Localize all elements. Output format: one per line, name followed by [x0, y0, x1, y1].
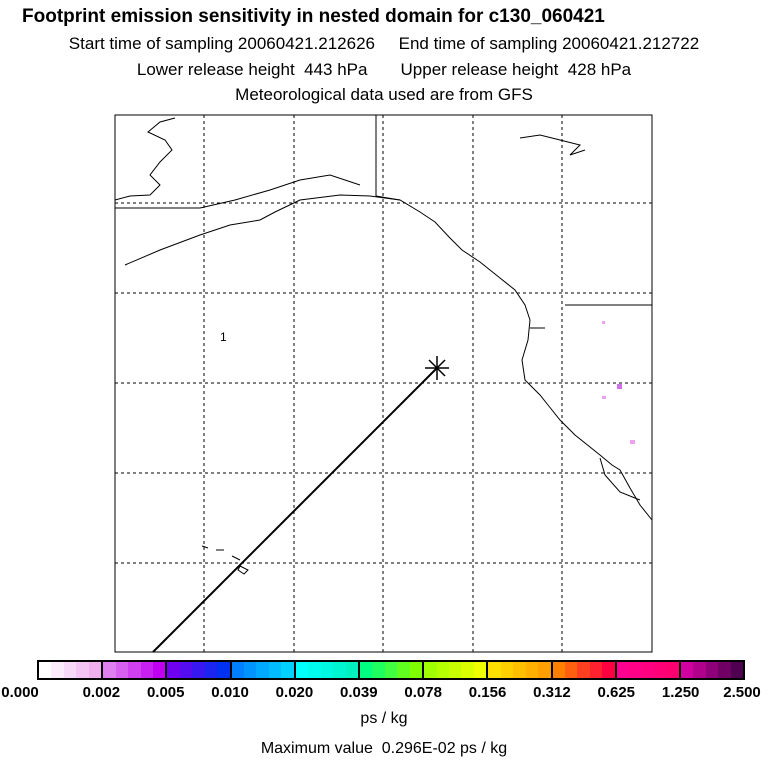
colorbar-shade: [152, 662, 166, 678]
sampling-times: Start time of sampling 20060421.212626 E…: [68, 34, 700, 53]
colorbar-shade: [231, 662, 244, 678]
colorbar-shade: [217, 662, 230, 678]
colorbar: [37, 660, 745, 680]
colorbar-shade: [488, 662, 501, 678]
colorbar-tick-label: 0.312: [533, 684, 571, 701]
colorbar-segment: [488, 662, 553, 678]
colorbar-segment: [295, 662, 360, 678]
plot-title: Footprint emission sensitivity in nested…: [22, 6, 605, 27]
colorbar-shade: [295, 662, 309, 678]
colorbar-shade: [281, 662, 294, 678]
colorbar-tick-label: 0.002: [82, 684, 121, 701]
colorbar-shade: [436, 662, 449, 678]
colorbar-segment: [616, 662, 681, 678]
colorbar-shade: [39, 662, 52, 678]
colorbar-segment: [39, 662, 104, 678]
colorbar-shade: [525, 662, 539, 678]
colorbar-shade: [333, 662, 346, 678]
colorbar-shade: [538, 662, 551, 678]
colorbar-shade: [693, 662, 706, 678]
colorbar-shade: [372, 662, 385, 678]
colorbar-shade: [500, 662, 514, 678]
colorbar-tick-label: 1.250: [661, 684, 700, 701]
colorbar-shade: [730, 662, 744, 678]
colorbar-shade: [602, 662, 615, 678]
colorbar-shade: [449, 662, 462, 678]
colorbar-shade: [345, 662, 358, 678]
colorbar-segment: [359, 662, 425, 678]
colorbar-shade: [51, 662, 64, 678]
colorbar-tick-label: 0.625: [597, 684, 636, 701]
colorbar-shade: [680, 662, 694, 678]
release-number-label: 1: [220, 330, 227, 344]
colorbar-shade: [320, 662, 334, 678]
colorbar-shade: [359, 662, 373, 678]
colorbar-shade: [308, 662, 321, 678]
colorbar-tick-label: 0.020: [275, 684, 314, 701]
colorbar-shade: [397, 662, 410, 678]
colorbar-shade: [409, 662, 423, 678]
colorbar-segment: [103, 662, 168, 678]
colorbar-tick-label: 0.005: [146, 684, 185, 701]
colorbar-shade: [128, 662, 141, 678]
colorbar-shade: [424, 662, 437, 678]
colorbar-segment: [552, 662, 617, 678]
colorbar-tick-label: 0.000: [1, 684, 39, 701]
colorbar-shade: [88, 662, 102, 678]
colorbar-shade: [513, 662, 526, 678]
asterisk-icon: [425, 356, 449, 380]
colorbar-shade: [256, 662, 269, 678]
colorbar-shade: [564, 662, 578, 678]
colorbar-shade: [167, 662, 180, 678]
colorbar-segment: [680, 662, 744, 678]
colorbar-shade: [552, 662, 565, 678]
colorbar-shade: [577, 662, 590, 678]
colorbar-shade: [268, 662, 282, 678]
colorbar-shade: [616, 662, 630, 678]
colorbar-shade: [140, 662, 153, 678]
colorbar-shade: [473, 662, 487, 678]
colorbar-shade: [179, 662, 193, 678]
colorbar-tick-label: 0.156: [468, 684, 507, 701]
colorbar-tick-label: 0.078: [404, 684, 442, 701]
colorbar-units: ps / kg: [360, 710, 408, 727]
colorbar-shade: [461, 662, 474, 678]
footprint-cells: [602, 321, 635, 444]
colorbar-shade: [629, 662, 642, 678]
maximum-value: Maximum value 0.296E-02 ps / kg: [260, 740, 508, 757]
colorbar-shade: [63, 662, 77, 678]
colorbar-shade: [589, 662, 603, 678]
colorbar-shade: [115, 662, 129, 678]
colorbar-tick-label: 0.039: [340, 684, 378, 701]
release-heights: Lower release height 443 hPa Upper relea…: [136, 60, 632, 79]
met-data-source: Meteorological data used are from GFS: [235, 85, 533, 104]
colorbar-shade: [654, 662, 667, 678]
colorbar-shade: [103, 662, 116, 678]
colorbar-shade: [244, 662, 257, 678]
colorbar-segment: [424, 662, 489, 678]
colorbar-tick-label: 2.500: [723, 684, 761, 701]
colorbar-shade: [192, 662, 205, 678]
coastlines: [114, 115, 653, 575]
map-frame: [114, 114, 653, 653]
colorbar-shade: [641, 662, 654, 678]
colorbar-shade: [666, 662, 679, 678]
colorbar-shade: [718, 662, 731, 678]
colorbar-segment: [167, 662, 232, 678]
colorbar-shade: [384, 662, 398, 678]
flight-track: [152, 367, 438, 653]
colorbar-shade: [76, 662, 89, 678]
colorbar-shade: [204, 662, 218, 678]
map-grid: [115, 115, 652, 652]
colorbar-shade: [705, 662, 719, 678]
colorbar-tick-label: 0.010: [211, 684, 249, 701]
colorbar-segment: [231, 662, 296, 678]
